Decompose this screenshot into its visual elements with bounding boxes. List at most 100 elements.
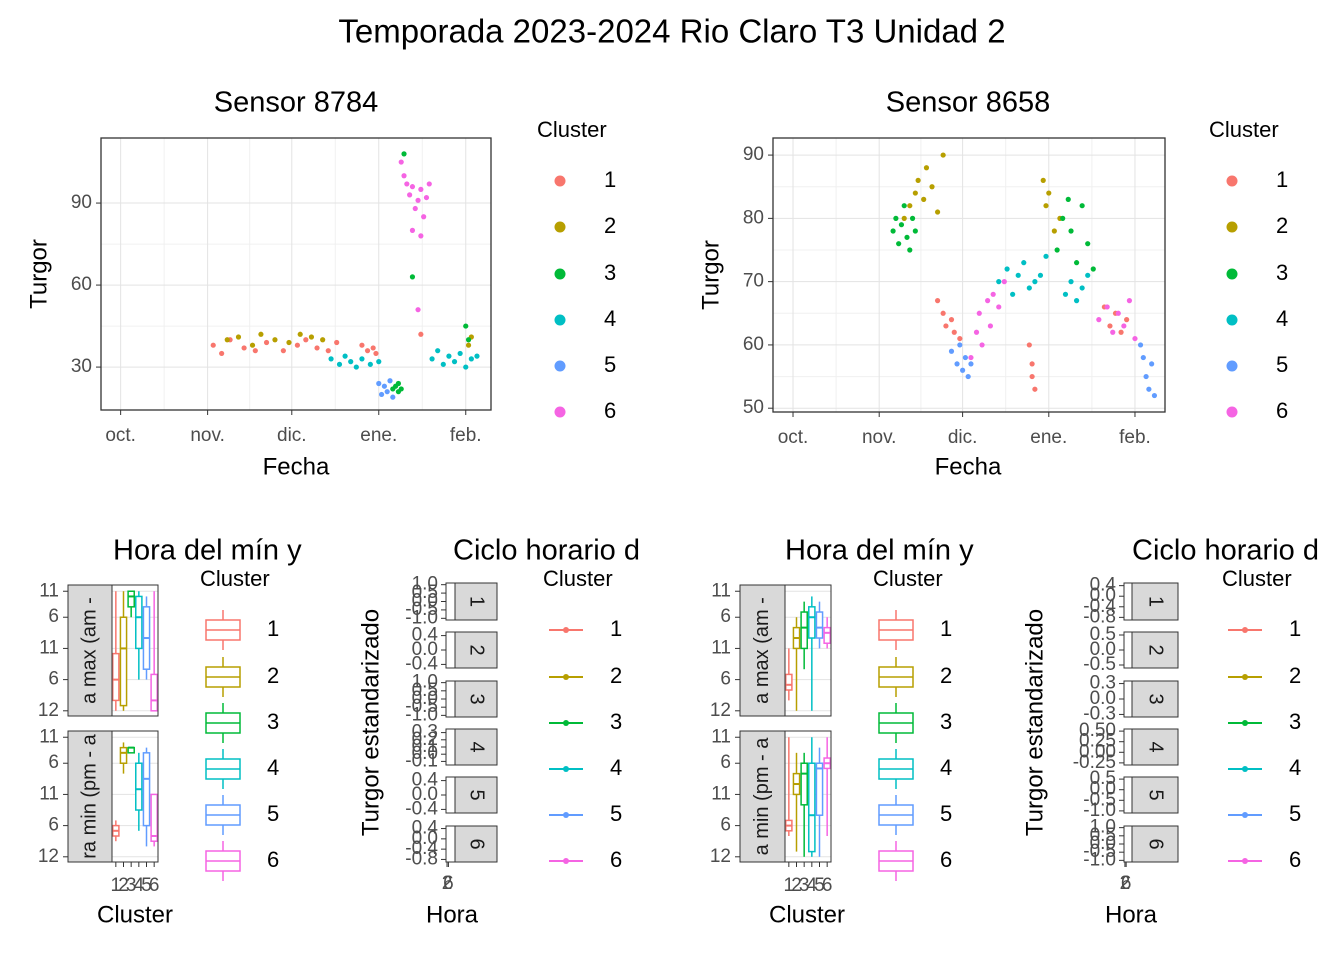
- point: [1010, 291, 1016, 297]
- point: [1137, 342, 1144, 348]
- legend-label: 2: [940, 663, 952, 688]
- y-tick-label: -0.8: [1083, 606, 1116, 627]
- x-tick-label: 3: [799, 875, 810, 896]
- point: [1115, 310, 1121, 316]
- y-tick-label: 0.0: [1090, 779, 1116, 800]
- y-tick-label: 12: [38, 846, 59, 867]
- y-axis-label: Turgor estandarizado: [1021, 609, 1048, 836]
- strip: [1131, 631, 1179, 669]
- strip-label: 2: [1145, 644, 1167, 655]
- point: [962, 354, 968, 361]
- y-tick-label: -0.5: [1083, 841, 1116, 862]
- strip: [1131, 728, 1179, 766]
- legend-key: [554, 268, 566, 280]
- y-tick-label: -0.5: [1083, 789, 1116, 810]
- point: [328, 356, 334, 362]
- y-tick-label: -1.0: [405, 704, 438, 725]
- point: [384, 389, 390, 395]
- strip: [739, 584, 786, 717]
- y-axis-label: Turgor estandarizado: [357, 609, 384, 836]
- point: [1046, 190, 1052, 196]
- point: [395, 380, 402, 387]
- x-tick-label: 2: [791, 875, 802, 896]
- point: [909, 215, 916, 221]
- point: [390, 394, 396, 400]
- main-title: Temporada 2023-2024 Rio Claro T3 Unidad …: [338, 13, 1005, 50]
- x-axis-label: Cluster: [769, 901, 845, 928]
- panel: [112, 731, 158, 862]
- point: [1037, 272, 1044, 278]
- y-tick-label: 0.5: [412, 680, 438, 701]
- x-tick-label: 6: [1121, 873, 1132, 894]
- point: [1015, 272, 1021, 278]
- point: [280, 348, 286, 354]
- strip: [454, 825, 498, 863]
- x-tick-label: 2: [1120, 873, 1131, 894]
- point: [1126, 298, 1133, 304]
- x-tick-label: 6: [822, 875, 833, 896]
- point: [1073, 260, 1080, 266]
- point: [934, 298, 941, 304]
- x-tick-label: feb.: [450, 425, 482, 446]
- box: [150, 793, 158, 842]
- point: [263, 339, 270, 346]
- point: [465, 337, 472, 343]
- y-tick-label: 0.50: [1079, 720, 1116, 741]
- point: [898, 222, 905, 228]
- strip: [67, 730, 113, 863]
- box: [785, 673, 793, 691]
- box: [135, 762, 143, 811]
- legend-label: 6: [1289, 847, 1301, 872]
- y-tick-label: 0.5: [1090, 768, 1116, 789]
- point: [376, 380, 382, 387]
- panel: [785, 731, 831, 862]
- point: [348, 359, 354, 365]
- point: [387, 378, 393, 384]
- y-tick-label: 12: [38, 700, 59, 721]
- strip: [739, 730, 786, 863]
- legend-label: 6: [610, 847, 622, 872]
- strip: [454, 728, 498, 766]
- x-tick-label: 4: [807, 875, 818, 896]
- point: [224, 337, 230, 343]
- point: [1040, 177, 1046, 183]
- legend-key: [1226, 406, 1238, 418]
- x-tick-label: 5: [814, 875, 825, 896]
- y-tick-label: 6: [720, 815, 731, 836]
- panel: [1123, 776, 1133, 814]
- y-tick-label: 0.0: [1090, 639, 1116, 660]
- legend-key: [1242, 627, 1248, 633]
- legend-title: Cluster: [200, 566, 270, 591]
- x-tick-label: oct.: [778, 427, 809, 448]
- point: [1085, 272, 1091, 278]
- legend-label: 6: [267, 847, 279, 872]
- y-tick-label: -1.0: [405, 607, 438, 628]
- point: [320, 337, 326, 343]
- x-tick-label: 1: [111, 875, 122, 896]
- panel: [445, 825, 456, 863]
- legend-key: [1242, 766, 1248, 772]
- legend-key: [1242, 858, 1248, 864]
- point: [1026, 342, 1032, 348]
- panel: [101, 138, 491, 410]
- point: [1001, 279, 1007, 285]
- point: [1021, 260, 1027, 266]
- legend-label: 5: [1276, 352, 1288, 377]
- point: [1124, 317, 1130, 323]
- strip-label: 3: [1145, 693, 1167, 704]
- legend-label: 6: [604, 398, 616, 423]
- legend-key: [1226, 314, 1238, 326]
- legend-key: [563, 720, 569, 726]
- legend-label: 3: [1276, 260, 1288, 285]
- point: [904, 234, 910, 240]
- point: [996, 304, 1002, 310]
- y-tick-label: -1.0: [1083, 849, 1116, 870]
- y-tick-label: 6: [720, 606, 731, 627]
- strip-label: a max (am -: [78, 597, 100, 704]
- point: [407, 192, 413, 198]
- point: [968, 354, 974, 361]
- point: [968, 361, 974, 367]
- point: [378, 391, 385, 398]
- point: [1043, 253, 1049, 259]
